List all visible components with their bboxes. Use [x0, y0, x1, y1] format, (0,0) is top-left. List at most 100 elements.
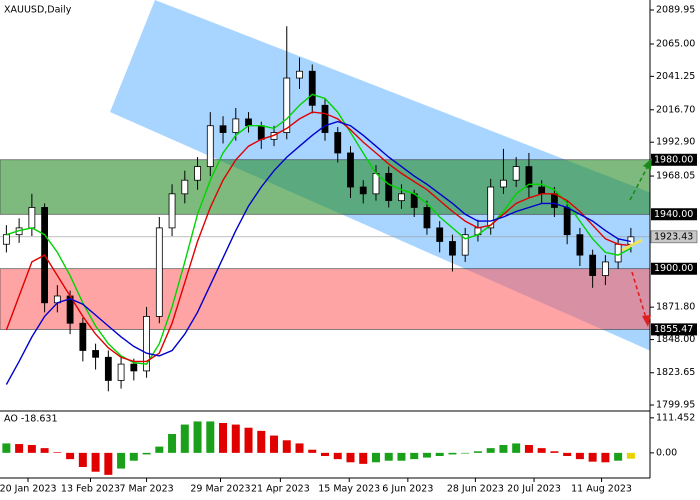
ao-bar: [2, 443, 11, 453]
ao-bar: [244, 427, 253, 453]
ao-bar: [626, 452, 635, 459]
candle-body: [257, 125, 265, 140]
candle-body: [155, 227, 163, 317]
ao-title: AO -18.631: [4, 414, 58, 425]
level-zone: [0, 268, 651, 330]
ao-bar: [321, 452, 329, 456]
level-label-bg: [651, 323, 697, 336]
ao-bar: [53, 452, 62, 453]
ao-bar: [371, 452, 380, 463]
ao-bar: [575, 452, 584, 460]
level-label: 1980.00: [654, 154, 693, 165]
ao-bar: [524, 445, 533, 453]
y-tick-label: 2065.00: [656, 38, 695, 49]
level-label: 1855.47: [654, 324, 693, 335]
ao-bar: [422, 452, 431, 458]
y-tick-label: 2016.70: [656, 104, 695, 115]
ao-y-tick-label: 0.00: [656, 447, 677, 458]
candle-body: [398, 193, 405, 202]
candle-body: [28, 207, 36, 229]
ao-bar: [614, 452, 623, 461]
level-label-bg: [651, 153, 697, 166]
ao-bar: [91, 452, 100, 472]
ao-bar: [435, 452, 444, 456]
candle-body: [232, 118, 240, 133]
candle-body: [563, 207, 571, 236]
ao-bar: [499, 445, 508, 453]
ao-bar: [129, 452, 138, 461]
ao-bar: [461, 452, 470, 454]
arrow-head-up: [643, 158, 652, 170]
arrow-head-down: [642, 315, 651, 327]
candle-body: [143, 316, 150, 372]
ao-bar: [40, 448, 49, 453]
ao-bar: [359, 452, 368, 464]
ao-bar: [180, 424, 189, 453]
candle-body: [538, 186, 546, 195]
moving-average: [5, 111, 631, 363]
ao-bar: [104, 452, 113, 475]
ao-bar: [308, 449, 317, 453]
ao-bar: [155, 446, 164, 453]
y-tick-label: 2089.95: [656, 5, 695, 16]
ao-bar: [563, 452, 572, 456]
ao-bar: [27, 445, 36, 453]
forecast-arrow-down: [631, 271, 647, 319]
x-tick-label: 13 Feb 2023: [61, 484, 120, 495]
level-label-bg: [651, 208, 697, 221]
x-tick-label: 7 Mar 2023: [119, 484, 173, 495]
y-tick-label: 2041.25: [656, 71, 695, 82]
candle-body: [334, 132, 342, 154]
level-label: 1940.00: [654, 209, 693, 220]
candle-body: [423, 207, 431, 229]
ao-bar: [512, 443, 521, 453]
ao-bar: [142, 452, 151, 455]
ao-bar: [384, 452, 393, 461]
y-tick-label: 1968.05: [656, 171, 695, 182]
y-tick-label: 1823.65: [656, 367, 695, 378]
ao-bar: [473, 451, 482, 453]
ao-bar: [448, 452, 457, 455]
price-axis-bg: [650, 0, 700, 500]
candle-body: [130, 363, 138, 372]
x-tick-label: 20 Jul 2023: [507, 484, 561, 495]
candle-body: [194, 166, 201, 181]
ao-y-tick-label: 111.452: [656, 412, 695, 423]
ao-bar: [270, 435, 279, 453]
candle-body: [500, 179, 507, 188]
candle-body: [347, 152, 354, 188]
ao-bar: [15, 444, 24, 453]
candle-body: [2, 234, 10, 245]
candle-body: [117, 363, 125, 381]
candle-body: [449, 241, 456, 256]
candle-body: [79, 322, 87, 351]
candle-body: [461, 234, 469, 256]
ao-bar: [346, 452, 355, 463]
candle-body: [601, 261, 609, 276]
y-tick-label: 1992.90: [656, 137, 695, 148]
candle-body: [104, 356, 112, 381]
ao-bar: [193, 421, 202, 453]
x-tick-label: 6 Jun 2023: [382, 484, 433, 495]
chart-title: XAUUSD,Daily: [4, 5, 72, 16]
x-tick-label: 20 Jan 2023: [0, 484, 57, 495]
candle-body: [283, 77, 291, 133]
candle-body: [308, 70, 316, 106]
ao-bar: [537, 448, 546, 453]
ao-bar: [282, 440, 291, 453]
candle-body: [181, 179, 189, 195]
candle-body: [525, 166, 533, 188]
y-tick-label: 1871.80: [656, 302, 695, 313]
x-tick-label: 11 Aug 2023: [571, 484, 632, 495]
ao-bar: [206, 421, 215, 453]
y-tick-label: 1848.00: [656, 334, 695, 345]
ao-bar: [295, 443, 304, 453]
candle-body: [487, 186, 495, 229]
x-tick-label: 28 Jun 2023: [447, 484, 504, 495]
candle-body: [206, 125, 214, 167]
y-tick-label: 1799.95: [656, 400, 695, 411]
candle-body: [576, 234, 584, 256]
ao-bar: [117, 452, 126, 469]
ao-bar: [588, 452, 597, 462]
